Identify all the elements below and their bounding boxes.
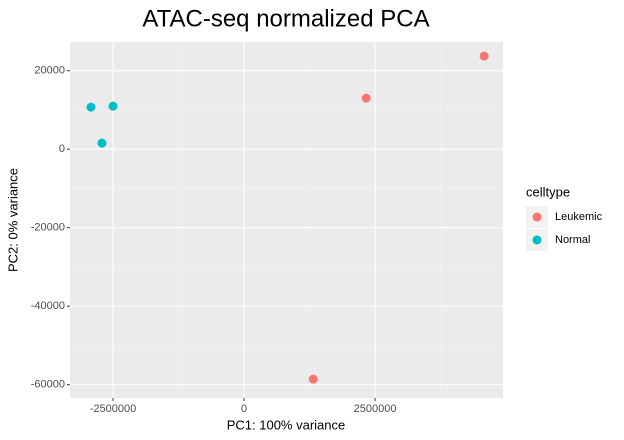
point xyxy=(479,51,489,61)
x-tick-label: -2500000 xyxy=(90,403,137,415)
point xyxy=(86,102,96,112)
x-tick-label: 0 xyxy=(241,403,247,415)
legend-marker xyxy=(532,235,542,245)
x-axis-title: PC1: 100% variance xyxy=(227,417,346,432)
legend-label: Normal xyxy=(555,234,590,246)
y-tick-label: -40000 xyxy=(31,300,65,312)
chart-title: ATAC-seq normalized PCA xyxy=(142,5,429,32)
y-tick-label: -60000 xyxy=(31,379,65,391)
legend-label: Leukemic xyxy=(555,211,603,223)
y-axis-title: PC2: 0% variance xyxy=(5,168,20,272)
y-tick-label: 20000 xyxy=(34,65,65,77)
legend-title: celltype xyxy=(526,184,570,199)
panel xyxy=(70,42,503,398)
y-tick-label: 0 xyxy=(59,143,65,155)
point xyxy=(108,101,118,111)
point xyxy=(97,138,107,148)
y-tick-label: -20000 xyxy=(31,222,65,234)
legend-marker xyxy=(532,212,542,222)
x-tick-label: 2500000 xyxy=(354,403,397,415)
point xyxy=(308,374,318,384)
point xyxy=(361,93,371,103)
